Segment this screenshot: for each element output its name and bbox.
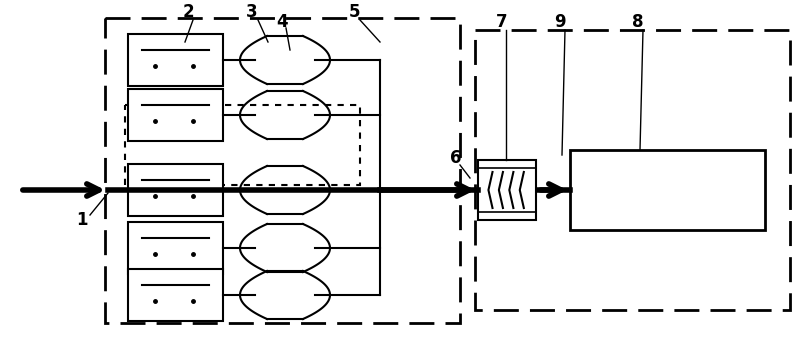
Text: 9: 9 — [554, 13, 566, 31]
Text: 1: 1 — [76, 211, 88, 229]
Text: 7: 7 — [496, 13, 508, 31]
Bar — [478, 160, 536, 220]
Bar — [128, 164, 223, 216]
Text: 5: 5 — [350, 3, 361, 21]
Text: 3: 3 — [246, 3, 258, 21]
Bar — [570, 150, 765, 230]
Bar — [128, 89, 223, 141]
Bar — [125, 105, 360, 185]
Bar — [105, 18, 460, 323]
Bar — [475, 30, 790, 310]
Text: 4: 4 — [276, 13, 288, 31]
Bar — [128, 34, 223, 86]
Text: 2: 2 — [182, 3, 194, 21]
Bar — [128, 222, 223, 274]
Bar — [128, 269, 223, 321]
Text: 8: 8 — [632, 13, 644, 31]
Text: 6: 6 — [450, 149, 462, 167]
